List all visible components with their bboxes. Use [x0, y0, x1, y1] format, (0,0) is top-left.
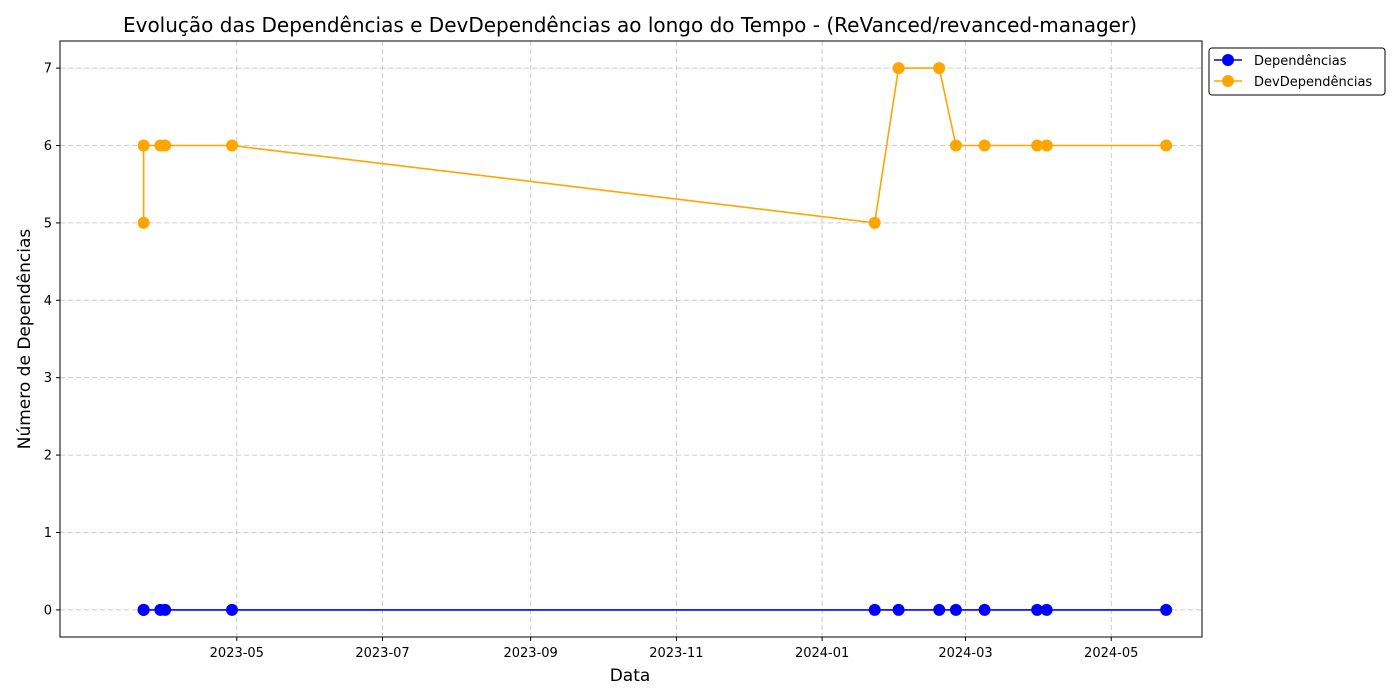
x-tick-label: 2023-11: [649, 646, 703, 661]
data-point-devdependencias: [159, 139, 172, 152]
data-point-devdependencias: [1040, 139, 1053, 152]
data-point-devdependencias: [892, 62, 905, 75]
legend-box: [1208, 47, 1386, 96]
data-point-devdependencias: [1031, 139, 1044, 152]
data-point-dependencias: [1160, 603, 1173, 616]
legend: Dependências DevDependências: [1208, 47, 1386, 96]
data-point-dependencias: [159, 603, 172, 616]
data-point-devdependencias: [933, 62, 946, 75]
y-tick-label: 6: [44, 139, 52, 154]
x-tick-label: 2024-03: [938, 646, 992, 661]
data-point-devdependencias: [1160, 139, 1173, 152]
x-tick-label: 2023-09: [503, 646, 557, 661]
chart-title: Evolução das Dependências e DevDependênc…: [123, 13, 1137, 37]
x-tick-label: 2023-05: [210, 646, 264, 661]
y-tick-label: 0: [44, 603, 52, 618]
data-point-dependencias: [933, 603, 946, 616]
data-point-dependencias: [1040, 603, 1053, 616]
data-point-devdependencias: [868, 216, 881, 229]
data-point-dependencias: [226, 603, 239, 616]
plot-area: [59, 40, 1203, 638]
data-point-devdependencias: [978, 139, 991, 152]
x-tick-label: 2023-07: [355, 646, 409, 661]
y-tick-label: 1: [44, 526, 52, 541]
y-tick-label: 4: [44, 294, 52, 309]
x-axis-label: Data: [610, 666, 651, 686]
data-point-dependencias: [1031, 603, 1044, 616]
y-tick-label: 3: [44, 371, 52, 386]
data-point-dependencias: [949, 603, 962, 616]
data-point-devdependencias: [226, 139, 239, 152]
x-tick-label: 2024-01: [795, 646, 849, 661]
series-layer: [137, 62, 1173, 616]
x-tick-label: 2024-05: [1084, 646, 1138, 661]
axis-ticks: 0 1 2 3 4 5 6 7 2023-05 2023-07 2023-09 2023-11 2024…: [44, 62, 1139, 661]
y-axis-label: Número de Dependências: [15, 229, 35, 450]
data-point-dependencias: [868, 603, 881, 616]
data-point-dependencias: [892, 603, 905, 616]
data-point-devdependencias: [137, 216, 150, 229]
y-tick-label: 5: [44, 216, 52, 231]
data-point-devdependencias: [949, 139, 962, 152]
y-tick-label: 2: [44, 449, 52, 464]
data-point-devdependencias: [137, 139, 150, 152]
data-point-dependencias: [137, 603, 150, 616]
grid-layer: [60, 41, 1202, 637]
legend-label-dependencias: Dependências: [1254, 54, 1347, 69]
legend-label-devdependencias: DevDependências: [1254, 75, 1372, 90]
legend-marker-dependencias: [1222, 54, 1234, 66]
legend-marker-devdependencias: [1222, 75, 1234, 87]
y-tick-label: 7: [44, 62, 52, 77]
data-point-dependencias: [978, 603, 991, 616]
